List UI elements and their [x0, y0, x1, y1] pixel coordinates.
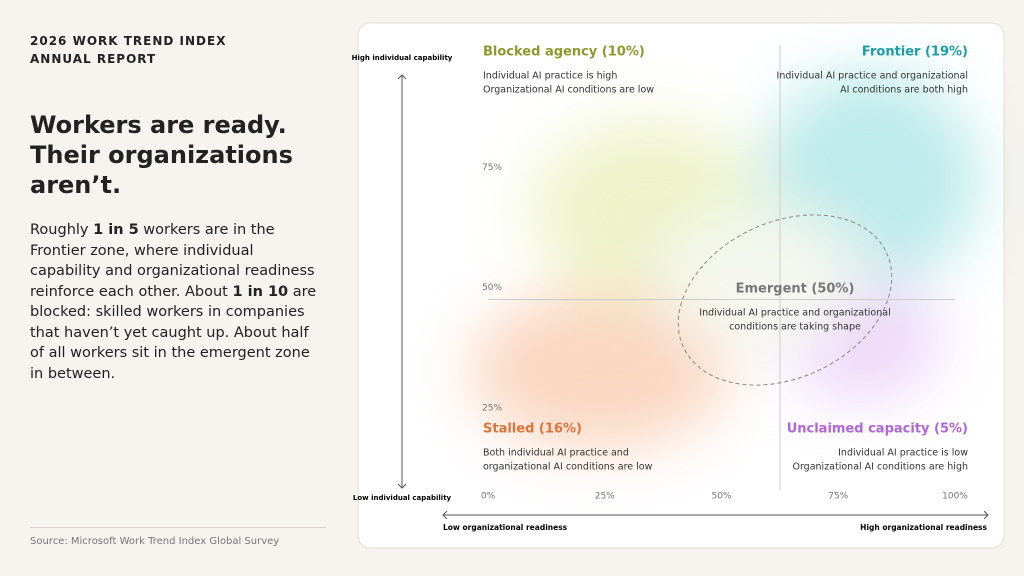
quadrant-description: Individual AI practice and organizationa…: [777, 71, 968, 82]
body-text: Roughly 1 in 5 workers are in the Fronti…: [30, 220, 326, 384]
body-bold: 1 in 10: [232, 283, 289, 300]
quadrant-description: Both individual AI practice and: [483, 448, 629, 459]
y-axis-low: Low individual capability: [353, 494, 452, 502]
quadrant-title: Blocked agency (10%): [483, 45, 645, 60]
x-axis-low: Low organizational readiness: [443, 523, 568, 532]
quadrant-description: conditions are taking shape: [729, 322, 861, 333]
y-tick-label: 75%: [482, 163, 502, 173]
emergent-outline: [677, 214, 893, 386]
x-axis-high: High organizational readiness: [860, 523, 987, 532]
y-axis-high: High individual capability: [352, 54, 453, 62]
divider: [30, 527, 326, 528]
quadrant-title: Stalled (16%): [483, 422, 582, 437]
quadrant-description: Individual AI practice is low: [838, 448, 968, 459]
quadrant-description: Individual AI practice is high: [483, 71, 617, 82]
body-segment: are blocked: skilled workers in companie…: [30, 283, 317, 382]
y-tick-label: 50%: [482, 283, 502, 293]
x-tick-label: 100%: [942, 492, 968, 502]
x-tick-label: 50%: [711, 492, 731, 502]
body-bold: 1 in 5: [93, 222, 139, 238]
quadrant-title: Unclaimed capacity (5%): [787, 422, 968, 437]
x-tick-label: 0%: [481, 492, 496, 502]
y-tick-label: 25%: [482, 403, 502, 413]
header-line: ANNUAL REPORT: [30, 52, 157, 66]
left-panel: 2026 WORK TREND INDEX ANNUAL REPORT Work…: [30, 32, 326, 384]
header-line: 2026 WORK TREND INDEX: [30, 34, 227, 48]
body-segment: workers are in the Frontier zone, where …: [30, 222, 315, 300]
quadrant-description: Organizational AI conditions are high: [792, 462, 968, 473]
density-clouds: [470, 70, 980, 450]
x-tick-label: 25%: [595, 492, 615, 502]
source: Source: Microsoft Work Trend Index Globa…: [30, 536, 280, 547]
quadrant-description: Individual AI practice and organizationa…: [699, 308, 890, 319]
body-segment: Roughly: [30, 222, 94, 238]
headline: Workers are ready. Their organizations a…: [30, 111, 293, 199]
quadrant-description: AI conditions are both high: [840, 85, 968, 96]
quadrant-title: Emergent (50%): [736, 282, 855, 297]
quadrant-description: organizational AI conditions are low: [483, 462, 653, 473]
quadrant-title: Frontier (19%): [862, 45, 968, 60]
quadrant-description: Organizational AI conditions are low: [483, 85, 654, 96]
x-tick-label: 75%: [828, 492, 848, 502]
